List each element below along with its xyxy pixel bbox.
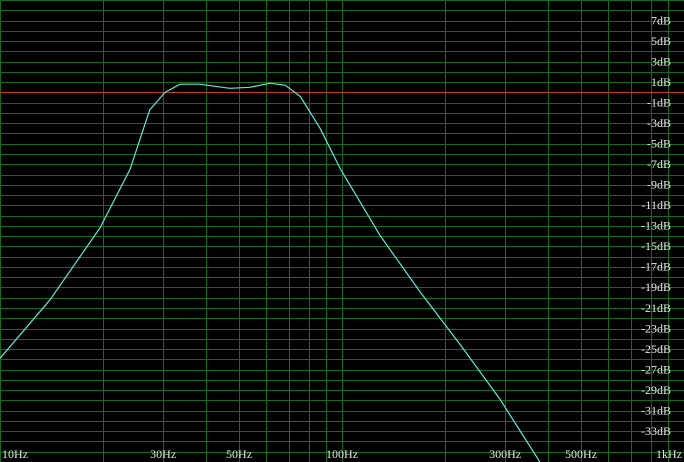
y-tick-label: -13dB [641,219,671,233]
y-tick-label: -29dB [641,383,671,397]
y-tick-label: -11dB [641,198,671,212]
y-tick-label: -7dB [647,157,671,171]
x-tick-label: 300Hz [489,447,521,461]
y-tick-label: -27dB [641,362,671,376]
x-tick-label: 50Hz [226,447,252,461]
response-curve [0,82,541,462]
y-tick-label: -19dB [641,280,671,294]
x-tick-label: 1kHz [656,447,682,461]
y-tick-label: -25dB [641,342,671,356]
y-tick-label: -33dB [641,424,671,438]
y-tick-label: -1dB [647,95,671,109]
y-tick-label: -3dB [647,116,671,130]
y-tick-label: 7dB [651,13,671,27]
y-tick-label: 3dB [651,54,671,68]
y-tick-label: 5dB [651,34,671,48]
x-tick-label: 10Hz [2,447,28,461]
y-tick-label: -23dB [641,321,671,335]
y-tick-label: -9dB [647,178,671,192]
y-tick-label: -5dB [647,136,671,150]
y-tick-label: -15dB [641,239,671,253]
x-tick-label: 500Hz [565,447,597,461]
y-tick-label: -21dB [641,301,671,315]
y-tick-label: 1dB [651,75,671,89]
y-tick-label: -31dB [641,403,671,417]
x-tick-label: 30Hz [150,447,176,461]
x-tick-label: 100Hz [326,447,358,461]
y-tick-label: -17dB [641,260,671,274]
